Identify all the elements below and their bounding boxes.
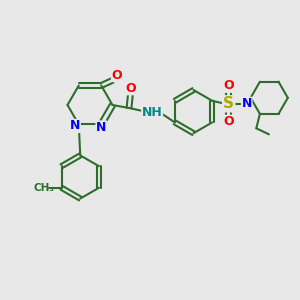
Text: N: N <box>70 119 80 133</box>
Text: S: S <box>223 96 234 111</box>
Text: N: N <box>96 121 106 134</box>
Text: O: O <box>224 79 234 92</box>
Text: N: N <box>242 97 252 110</box>
Text: O: O <box>125 82 136 95</box>
Text: O: O <box>224 115 234 128</box>
Text: NH: NH <box>142 106 163 119</box>
Text: CH₃: CH₃ <box>34 183 55 193</box>
Text: O: O <box>112 68 122 82</box>
